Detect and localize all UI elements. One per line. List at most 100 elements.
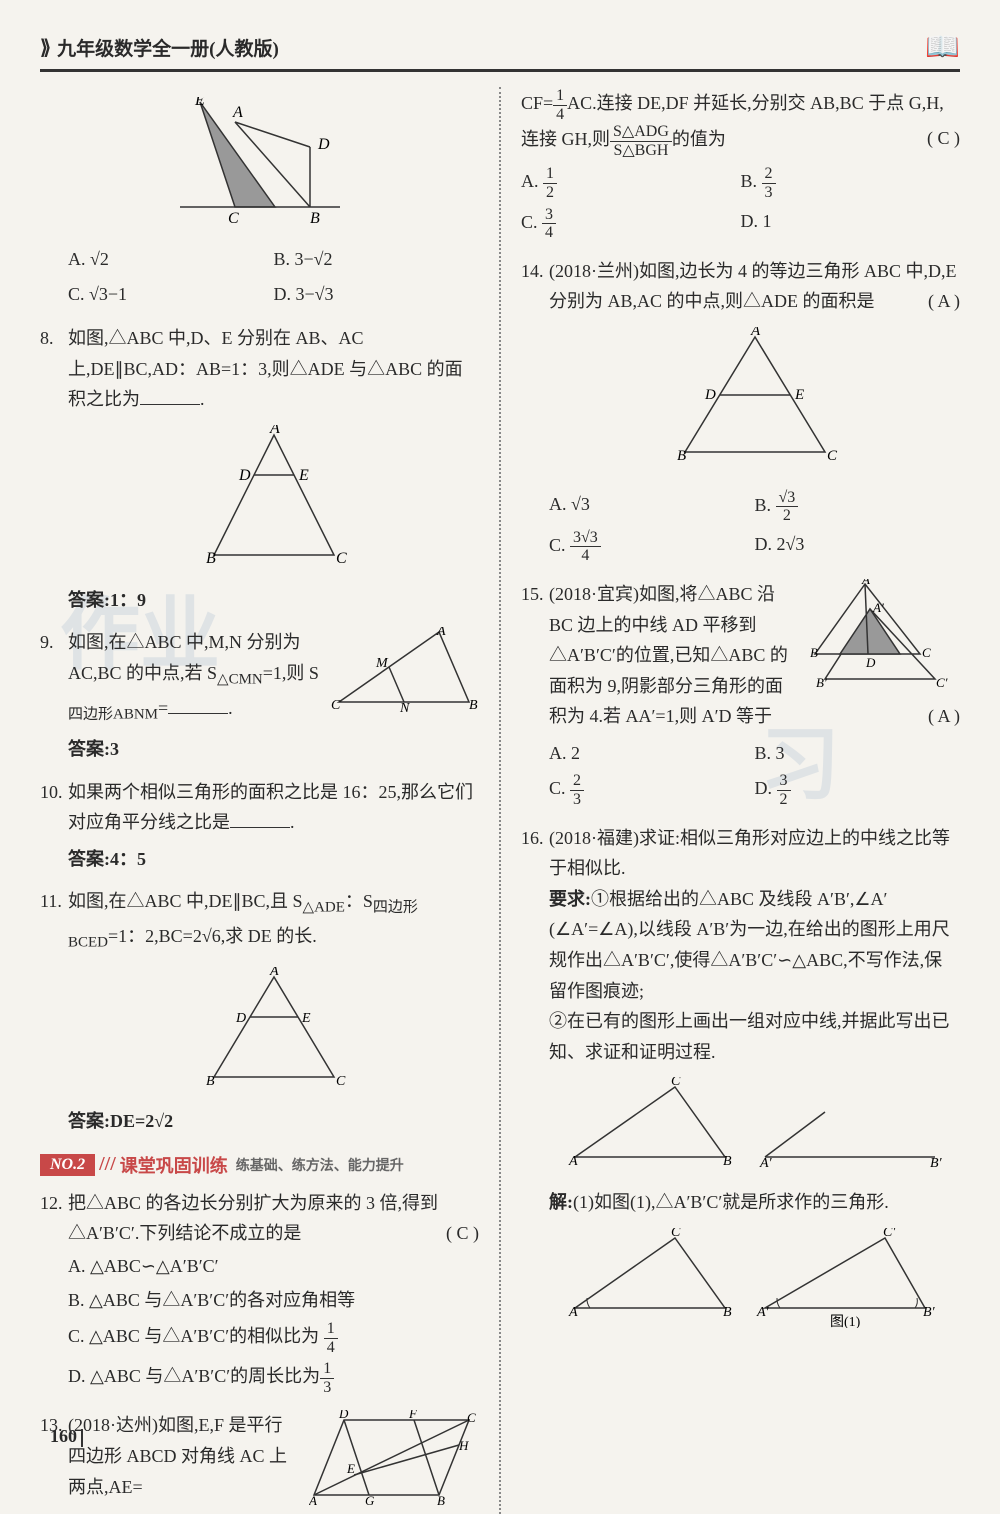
q14: 14. (2018·兰州)如图,边长为 4 的等边三角形 ABC 中,D,E 分… [521, 256, 960, 567]
q15-num: 15. [521, 579, 544, 610]
svg-text:A′: A′ [756, 1305, 770, 1320]
svg-text:D: D [235, 1011, 246, 1026]
q13c-text1: CF= [521, 93, 553, 113]
q8-ans: 1：9 [110, 590, 146, 610]
q16-text1: (2018·福建)求证:相似三角形对应边上的中线之比等于相似比. [549, 828, 950, 879]
q15-ans: ( A ) [928, 701, 960, 732]
svg-text:D: D [338, 1410, 349, 1421]
svg-text:C: C [228, 210, 239, 227]
q16-diagram1: C A B A′ B′ [549, 1077, 960, 1177]
q14-text: (2018·兰州)如图,边长为 4 的等边三角形 ABC 中,D,E 分别为 A… [549, 261, 957, 312]
q11-ans-label: 答案: [68, 1111, 110, 1131]
svg-text:B: B [310, 210, 320, 227]
q7-options: A. √2 B. 3−√2 C. √3−1 D. 3−√3 [40, 242, 479, 311]
svg-text:H: H [458, 1438, 469, 1453]
q13c-text3: 的值为 [672, 129, 726, 149]
q14-opt-a: A. √3 [549, 487, 755, 527]
q13: 13. D F C E H A G B (2018·达州)如图,E,F 是平行四… [40, 1410, 479, 1502]
svg-text:A: A [568, 1154, 578, 1167]
svg-text:E: E [298, 467, 309, 484]
svg-text:C: C [336, 550, 347, 565]
svg-text:G: G [365, 1493, 375, 1505]
svg-text:N: N [399, 701, 410, 712]
q12-ans: ( C ) [446, 1218, 479, 1249]
page-header: ⟫ 九年级数学全一册(人教版) 📖 [40, 30, 960, 72]
svg-text:C: C [671, 1077, 681, 1089]
q9-text2: =1,则 S [263, 663, 319, 683]
q14-opt-b: B. √32 [755, 487, 961, 527]
svg-text:C: C [331, 698, 341, 712]
q11-text2: ：S [345, 891, 373, 911]
svg-text:B′: B′ [930, 1156, 943, 1167]
q15-opt-a: A. 2 [549, 736, 755, 771]
q16: 16. (2018·福建)求证:相似三角形对应边上的中线之比等于相似比. 要求:… [521, 823, 960, 1338]
q12: 12. 把△ABC 的各边长分别扩大为原来的 3 倍,得到△A′B′C′.下列结… [40, 1188, 479, 1399]
q7-opt-a: A. √2 [68, 242, 274, 277]
svg-text:A′: A′ [759, 1156, 773, 1167]
svg-text:D: D [238, 467, 251, 484]
column-divider [499, 87, 501, 1514]
q11-text1: 如图,在△ABC 中,DE∥BC,且 S [68, 891, 303, 911]
q13-opt-d: D. 1 [741, 204, 961, 244]
q9-ans: 3 [110, 739, 119, 759]
right-column: CF=14AC.连接 DE,DF 并延长,分别交 AB,BC 于点 G,H,连接… [521, 87, 960, 1514]
svg-text:A: A [861, 579, 870, 587]
q8-text: 如图,△ABC 中,D、E 分别在 AB、AC 上,DE∥BC,AD：AB=1：… [68, 328, 463, 409]
svg-text:C: C [336, 1074, 346, 1087]
svg-text:B′: B′ [816, 675, 827, 690]
q16-sol-text: (1)如图(1),△A′B′C′就是所求作的三角形. [573, 1192, 889, 1212]
svg-text:A′: A′ [872, 600, 884, 615]
svg-text:C: C [827, 448, 838, 464]
q8-ans-label: 答案: [68, 590, 110, 610]
q10: 10. 如果两个相似三角形的面积之比是 16：25,那么它们对应角平分线之比是.… [40, 777, 479, 875]
q7-diagram: E A D C B [40, 97, 479, 232]
svg-text:B: B [810, 645, 818, 660]
q13-opt-c: C. 34 [521, 204, 741, 244]
q11-sub1: △ADE [303, 900, 345, 916]
svg-text:C: C [467, 1410, 476, 1425]
q7-opt-b: B. 3−√2 [274, 242, 480, 277]
q7-opt-c: C. √3−1 [68, 277, 274, 312]
q14-ans: ( A ) [928, 286, 960, 317]
q15-text: (2018·宜宾)如图,将△ABC 沿 BC 边上的中线 AD 平移到△A′B′… [549, 584, 788, 726]
q13-opt-b: B. 23 [741, 163, 961, 203]
q13-diagram: D F C E H A G B [309, 1410, 479, 1505]
q10-num: 10. [40, 777, 63, 808]
q13c-text2: AC.连接 DE,DF 并延长,分别交 AB,BC 于点 G,H,连接 GH,则 [521, 93, 944, 149]
section-tag: NO.2 [40, 1154, 95, 1176]
q11-text3: =1：2,BC=2√6,求 DE 的长. [108, 926, 317, 946]
section-slash-icon: /// [99, 1153, 116, 1176]
q12-opt-a: A. △ABC∽△A′B′C′ [68, 1249, 479, 1284]
q9: 9. A M C N B 如图,在△ABC 中,M,N 分别为 AC,BC 的中… [40, 627, 479, 764]
q9-sub1: △CMN [217, 671, 263, 687]
svg-text:A: A [269, 425, 280, 437]
q14-diagram: A D E B C [549, 327, 960, 477]
svg-text:B′: B′ [923, 1305, 936, 1320]
svg-text:B: B [206, 1074, 215, 1087]
q13-text: (2018·达州)如图,E,F 是平行四边形 ABCD 对角线 AC 上两点,A… [68, 1415, 287, 1496]
q14-num: 14. [521, 256, 544, 287]
section-title: 课堂巩固训练 [120, 1152, 228, 1178]
svg-text:A: A [309, 1493, 317, 1505]
q11-num: 11. [40, 886, 62, 917]
svg-text:M: M [375, 656, 389, 671]
q13-continued: CF=14AC.连接 DE,DF 并延长,分别交 AB,BC 于点 G,H,连接… [521, 87, 960, 244]
q10-ans: 4：5 [110, 849, 146, 869]
q10-text: 如果两个相似三角形的面积之比是 16：25,那么它们对应角平分线之比是 [68, 782, 473, 833]
header-arrow-icon: ⟫ [40, 35, 51, 60]
q9-diagram: A M C N B [329, 627, 479, 712]
svg-text:D: D [317, 136, 330, 153]
q16-fig-label: 图(1) [830, 1315, 861, 1328]
q16-req-label: 要求: [549, 889, 591, 909]
q12-num: 12. [40, 1188, 63, 1219]
q11: 11. 如图,在△ABC 中,DE∥BC,且 S△ADE：S四边形BCED=1：… [40, 886, 479, 1136]
q11-ans: DE=2√2 [110, 1111, 173, 1131]
svg-text:E: E [346, 1461, 355, 1476]
q12-opt-b: B. △ABC 与△A′B′C′的各对应角相等 [68, 1283, 479, 1318]
q13-opt-a: A. 12 [521, 163, 741, 203]
q15-opt-c: C. 23 [549, 770, 755, 810]
svg-text:A: A [750, 327, 761, 339]
q12-opt-c: C. △ABC 与△A′B′C′的相似比为 14 [68, 1318, 479, 1358]
header-title: 九年级数学全一册(人教版) [57, 34, 279, 61]
svg-text:E: E [194, 97, 205, 109]
